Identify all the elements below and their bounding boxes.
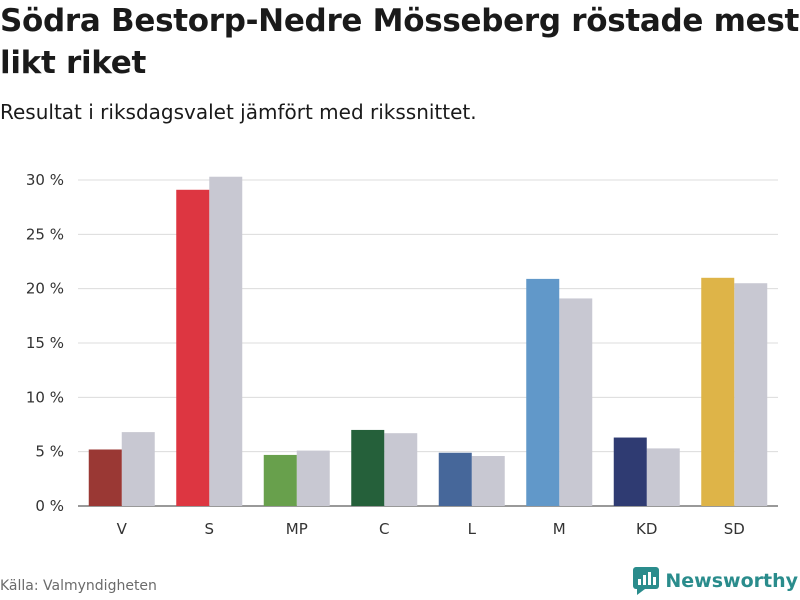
bar-national-sd (734, 283, 768, 506)
bar-local-s (176, 189, 210, 506)
bars (88, 176, 768, 507)
x-tick-label: S (204, 520, 214, 538)
chart-subtitle: Resultat i riksdagsvalet jämfört med rik… (0, 100, 477, 124)
y-tick-label: 0 % (35, 497, 64, 515)
chart-title: Södra Bestorp-Nedre Mösseberg röstade me… (0, 3, 799, 81)
bar-local-mp (263, 454, 297, 506)
y-tick-label: 30 % (26, 171, 64, 189)
brand-name: Newsworthy (665, 570, 798, 592)
y-axis-ticks: 0 % 5 % 10 % 15 % 20 % 25 % 30 % (26, 171, 64, 515)
bar-national-mp (296, 450, 330, 506)
x-tick-label: L (468, 520, 477, 538)
bar-national-kd (646, 448, 680, 506)
bar-national-v (121, 432, 155, 506)
x-tick-label: M (553, 520, 566, 538)
x-tick-label: V (117, 520, 128, 538)
bar-local-c (351, 429, 385, 506)
bar-national-c (384, 433, 418, 506)
bar-local-kd (613, 437, 647, 506)
x-tick-label: KD (636, 520, 657, 538)
x-axis-ticks: V S MP C L M KD SD (117, 520, 745, 538)
bar-chart: 0 % 5 % 10 % 15 % 20 % 25 % 30 % V S MP C L M KD SD (26, 171, 778, 538)
y-tick-label: 20 % (26, 280, 64, 298)
x-tick-label: SD (724, 520, 745, 538)
y-tick-label: 15 % (26, 334, 64, 352)
bar-national-m (559, 298, 593, 506)
bar-national-s (209, 176, 243, 507)
bar-local-l (438, 452, 472, 506)
bar-local-m (526, 278, 560, 506)
bar-national-l (471, 456, 505, 506)
x-tick-label: C (379, 520, 389, 538)
y-tick-label: 25 % (26, 225, 64, 243)
newsworthy-logo-icon (633, 567, 660, 595)
x-tick-label: MP (286, 520, 308, 538)
brand-logo: Newsworthy (633, 566, 798, 596)
bar-local-sd (701, 277, 735, 506)
y-tick-label: 10 % (26, 388, 64, 406)
y-tick-label: 5 % (35, 443, 64, 461)
source-note: Källa: Valmyndigheten (0, 578, 157, 594)
bar-local-v (88, 449, 122, 506)
